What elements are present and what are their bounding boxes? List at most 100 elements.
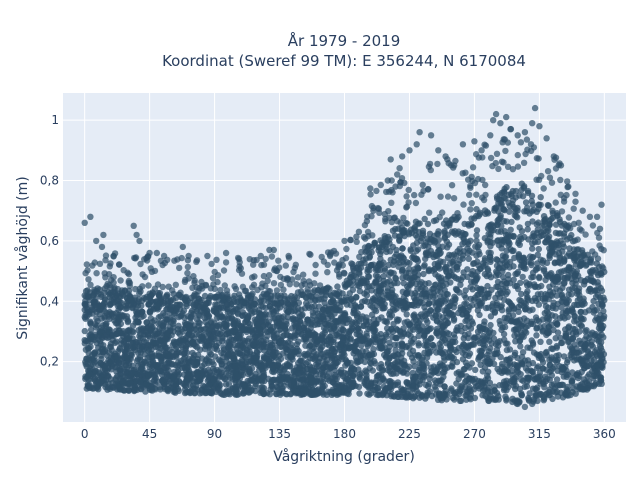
data-point — [215, 323, 223, 330]
data-point — [535, 354, 543, 361]
data-point — [446, 222, 453, 229]
data-point — [503, 184, 510, 191]
data-point — [506, 299, 513, 306]
data-point — [473, 276, 480, 284]
data-point — [448, 363, 455, 370]
data-point — [156, 337, 164, 344]
data-point — [469, 249, 476, 256]
data-point — [435, 231, 442, 238]
data-point — [510, 233, 517, 240]
data-point — [493, 256, 500, 263]
data-point — [451, 228, 459, 235]
data-point — [546, 288, 554, 295]
data-point — [182, 383, 190, 390]
data-point — [104, 334, 111, 342]
data-point — [211, 353, 219, 360]
data-point — [568, 231, 575, 239]
data-point — [592, 372, 599, 380]
data-point — [302, 387, 309, 394]
data-point — [537, 194, 544, 201]
data-point — [348, 321, 355, 328]
data-point — [84, 382, 92, 389]
data-point — [425, 380, 433, 388]
data-point — [394, 279, 401, 287]
data-point — [205, 354, 212, 361]
data-point — [449, 394, 456, 401]
data-point — [461, 366, 468, 373]
data-point — [260, 373, 268, 380]
data-point — [556, 254, 563, 261]
data-point — [552, 335, 559, 342]
data-point — [223, 358, 230, 365]
data-point — [473, 227, 481, 234]
data-point — [146, 308, 153, 315]
data-point — [574, 253, 581, 260]
data-point — [141, 358, 148, 366]
data-point — [465, 255, 472, 262]
data-point — [474, 307, 481, 314]
data-point — [256, 313, 263, 320]
data-point — [325, 308, 332, 315]
data-point — [145, 372, 152, 379]
data-point — [92, 367, 99, 374]
data-point — [535, 301, 543, 308]
data-point — [563, 373, 570, 380]
data-point — [441, 365, 449, 373]
data-point — [573, 246, 581, 253]
data-point — [87, 338, 95, 345]
data-point — [411, 363, 418, 370]
data-point — [533, 332, 540, 339]
data-point — [524, 344, 531, 351]
data-point — [120, 353, 128, 361]
data-point — [509, 376, 516, 383]
data-point — [530, 230, 537, 237]
data-point — [406, 260, 413, 267]
data-point — [508, 218, 515, 226]
data-point — [120, 341, 128, 348]
data-point — [488, 388, 495, 395]
data-point — [104, 386, 111, 393]
data-point — [317, 351, 325, 358]
data-point — [157, 345, 164, 352]
data-point — [427, 348, 434, 355]
data-point — [417, 364, 424, 372]
data-point — [356, 374, 363, 381]
data-point — [593, 362, 601, 369]
data-point — [499, 252, 507, 259]
data-point — [138, 343, 146, 351]
data-point — [501, 385, 508, 392]
data-point — [183, 302, 190, 310]
data-point — [546, 356, 553, 364]
data-point — [443, 238, 451, 245]
data-point — [242, 318, 249, 326]
data-point — [311, 354, 319, 361]
data-point — [484, 209, 491, 216]
data-point — [536, 391, 543, 399]
data-point — [547, 239, 554, 247]
data-point — [525, 236, 532, 243]
data-point — [549, 207, 556, 214]
data-point — [287, 335, 294, 343]
data-point — [532, 266, 539, 273]
data-point — [131, 387, 138, 394]
data-point — [135, 298, 142, 305]
data-point — [589, 267, 596, 274]
data-point — [226, 342, 233, 349]
data-point — [295, 338, 302, 345]
data-point — [422, 280, 429, 287]
data-point — [551, 384, 559, 392]
data-point — [224, 348, 231, 356]
data-point — [427, 306, 434, 314]
data-point — [575, 349, 583, 356]
data-point — [355, 383, 363, 391]
data-point — [413, 297, 420, 304]
data-point — [462, 294, 470, 302]
data-point — [546, 221, 553, 228]
data-point — [364, 298, 371, 305]
data-point — [193, 382, 200, 389]
data-point — [469, 301, 476, 309]
data-point — [503, 218, 510, 225]
data-point — [255, 327, 263, 334]
data-point — [461, 300, 468, 308]
data-point — [155, 352, 162, 359]
